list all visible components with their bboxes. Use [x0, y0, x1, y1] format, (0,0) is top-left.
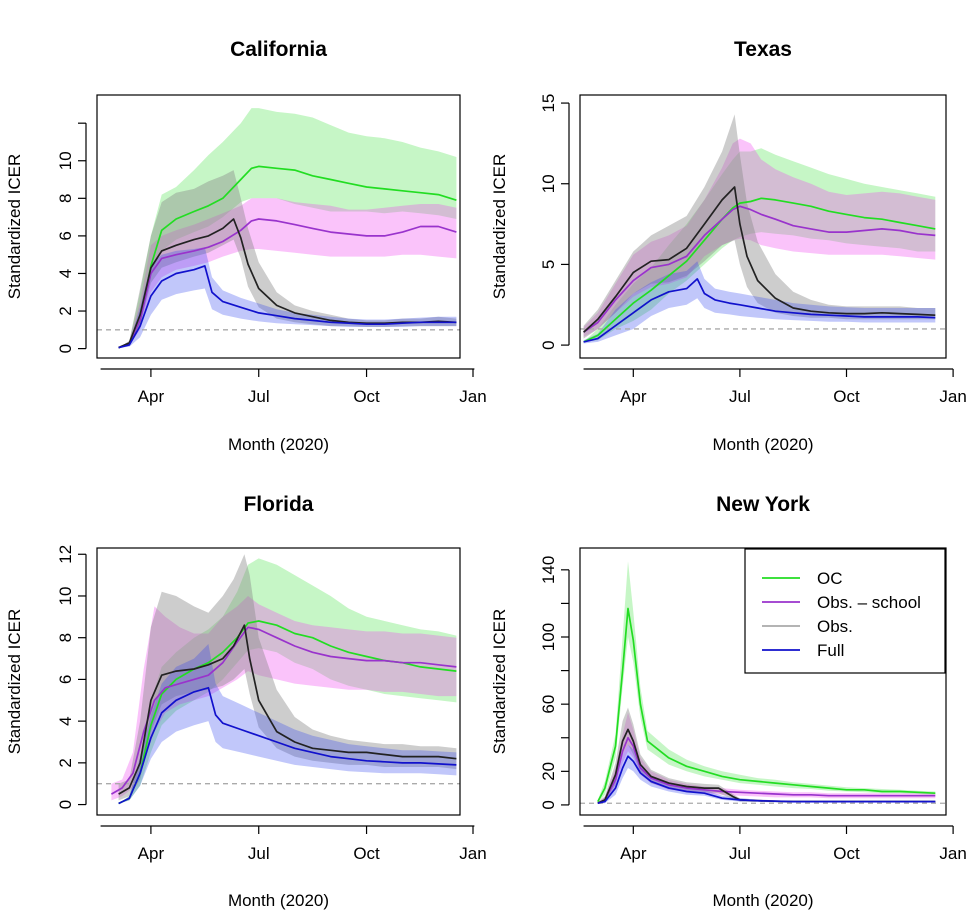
chart-title: California: [230, 38, 327, 61]
chart-title: New York: [716, 493, 810, 516]
legend: OC Obs. – school Obs. Full: [745, 549, 945, 673]
y-tick-label: 0: [56, 344, 75, 353]
y-tick-label: 8: [56, 633, 75, 642]
y-tick-label: 2: [56, 306, 75, 315]
x-axis: Apr Jul Oct Jan: [101, 369, 487, 406]
x-axis-label: Month (2020): [228, 891, 329, 910]
x-tick-label: Jul: [729, 844, 751, 863]
y-tick-label: 0: [539, 800, 558, 809]
y-tick-label: 15: [539, 94, 558, 113]
y-tick-label: 6: [56, 675, 75, 684]
legend-label: Obs.: [817, 617, 853, 636]
y-tick-label: 0: [539, 340, 558, 349]
legend-label: Full: [817, 641, 844, 660]
x-tick-label: Apr: [620, 844, 647, 863]
y-tick-label: 100: [539, 623, 558, 651]
y-tick-label: 8: [56, 194, 75, 203]
x-axis: Apr Jul Oct Jan: [101, 826, 487, 863]
panel-florida: Florida Apr Jul Oct Jan Month (2020) 0 2 4 6 8 10 12…: [5, 493, 487, 910]
x-tick-label: Jan: [459, 844, 486, 863]
x-axis: Apr Jul Oct Jan: [584, 369, 967, 406]
figure: California Apr Jul Oct Jan Month (2020) 0 2 4 6 8 1…: [0, 0, 969, 912]
y-tick-label: 140: [539, 556, 558, 584]
legend-label: Obs. – school: [817, 593, 921, 612]
y-tick-label: 5: [539, 260, 558, 269]
x-tick-label: Jan: [459, 387, 486, 406]
legend-label: OC: [817, 569, 843, 588]
x-tick-label: Apr: [620, 387, 647, 406]
y-axis-label: Standardized ICER: [490, 609, 509, 755]
panel-texas: Texas Apr Jul Oct Jan Month (2020) 0 5 10 15 Stand…: [490, 38, 967, 454]
x-tick-label: Oct: [353, 844, 380, 863]
y-tick-label: 6: [56, 231, 75, 240]
x-tick-label: Jul: [248, 844, 270, 863]
y-tick-label: 4: [56, 269, 75, 278]
x-axis-label: Month (2020): [712, 435, 813, 454]
x-tick-label: Jan: [939, 387, 966, 406]
y-axis-label: Standardized ICER: [490, 154, 509, 300]
y-axis: 0 2 4 6 8 10: [56, 123, 86, 353]
y-axis: 0 2 4 6 8 10 12: [56, 545, 86, 810]
x-tick-label: Jul: [729, 387, 751, 406]
x-tick-label: Apr: [138, 844, 165, 863]
x-tick-label: Jul: [248, 387, 270, 406]
y-axis-label: Standardized ICER: [5, 609, 24, 755]
chart-title: Florida: [243, 493, 313, 516]
x-axis-label: Month (2020): [228, 435, 329, 454]
x-tick-label: Apr: [138, 387, 165, 406]
y-axis: 0 5 10 15: [539, 94, 569, 350]
y-tick-label: 20: [539, 762, 558, 781]
x-tick-label: Oct: [353, 387, 380, 406]
y-tick-label: 10: [56, 151, 75, 170]
x-axis: Apr Jul Oct Jan: [584, 826, 967, 863]
y-tick-label: 4: [56, 716, 75, 725]
x-tick-label: Oct: [833, 387, 860, 406]
y-tick-label: 60: [539, 695, 558, 714]
chart-title: Texas: [734, 38, 792, 61]
x-tick-label: Oct: [833, 844, 860, 863]
x-axis-label: Month (2020): [712, 891, 813, 910]
x-tick-label: Jan: [939, 844, 966, 863]
confidence-bands: [111, 554, 456, 803]
y-tick-label: 12: [56, 545, 75, 564]
confidence-bands: [119, 108, 457, 348]
y-tick-label: 2: [56, 758, 75, 767]
y-axis-label: Standardized ICER: [5, 154, 24, 300]
y-tick-label: 0: [56, 800, 75, 809]
y-tick-label: 10: [56, 587, 75, 606]
y-tick-label: 10: [539, 174, 558, 193]
y-axis: 0 20 60 100 140: [539, 556, 569, 810]
band-full: [119, 247, 457, 348]
panel-california: California Apr Jul Oct Jan Month (2020) 0 2 4 6 8 1…: [5, 38, 487, 454]
